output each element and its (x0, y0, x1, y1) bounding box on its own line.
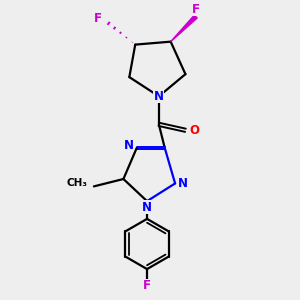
Text: N: N (142, 201, 152, 214)
Text: CH₃: CH₃ (66, 178, 87, 188)
Text: N: N (123, 139, 134, 152)
Text: N: N (178, 177, 188, 190)
Text: O: O (189, 124, 199, 137)
Text: F: F (143, 279, 151, 292)
Polygon shape (171, 15, 197, 42)
Text: F: F (93, 11, 101, 25)
Text: N: N (154, 90, 164, 103)
Text: F: F (192, 3, 200, 16)
